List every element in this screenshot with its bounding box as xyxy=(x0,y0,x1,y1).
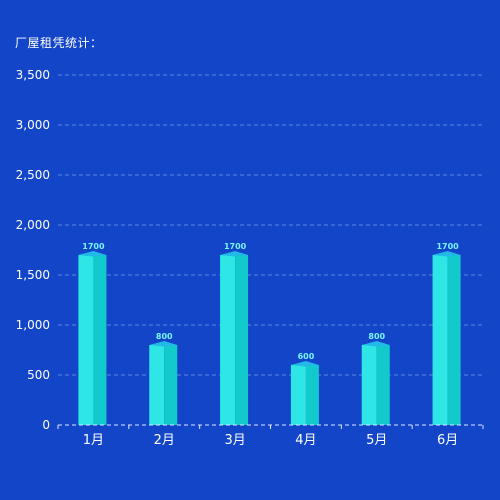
bar-front-face xyxy=(149,345,165,425)
bar xyxy=(78,251,107,425)
bar xyxy=(149,341,178,425)
y-tick-label: 1,500 xyxy=(16,268,50,282)
chart-title: 厂屋租凭统计： xyxy=(15,36,103,50)
data-label: 600 xyxy=(298,352,315,361)
x-tick-label: 2月 xyxy=(154,433,175,448)
bar-side-face xyxy=(235,255,249,425)
data-label: 1700 xyxy=(436,242,459,251)
x-tick-label: 1月 xyxy=(83,433,104,448)
bar-front-face xyxy=(220,255,236,425)
bar-top-cap xyxy=(361,341,390,347)
y-tick-label: 0 xyxy=(42,418,50,432)
bar-top-cap xyxy=(220,251,249,257)
bar-front-face xyxy=(78,255,94,425)
y-tick-label: 3,500 xyxy=(16,68,50,82)
data-labels: 1700 800 1700 600 800 1700 xyxy=(82,242,459,361)
y-axis: 0 500 1,000 1,500 2,000 2,500 3,000 3,500 xyxy=(16,68,50,432)
y-tick-label: 3,000 xyxy=(16,118,50,132)
bar xyxy=(361,341,390,425)
bar xyxy=(220,251,249,425)
x-axis: 1月 2月 3月 4月 5月 6月 xyxy=(57,424,484,448)
bar-side-face xyxy=(376,345,390,425)
bar xyxy=(432,251,461,425)
x-tick-label: 4月 xyxy=(295,433,316,448)
y-tick-label: 2,500 xyxy=(16,168,50,182)
bar-top-cap xyxy=(149,341,178,347)
bar-side-face xyxy=(447,255,461,425)
bar-side-face xyxy=(164,345,178,425)
data-label: 1700 xyxy=(82,242,105,251)
bar-top-cap xyxy=(432,251,461,257)
bar-side-face xyxy=(305,365,319,425)
y-tick-label: 1,000 xyxy=(16,318,50,332)
data-label: 800 xyxy=(368,332,385,341)
x-tick-label: 5月 xyxy=(366,433,387,448)
data-label: 1700 xyxy=(224,242,247,251)
bar-front-face xyxy=(290,365,306,425)
y-tick-label: 2,000 xyxy=(16,218,50,232)
bar-top-cap xyxy=(290,361,319,367)
bar-front-face xyxy=(432,255,448,425)
x-tick-label: 6月 xyxy=(437,433,458,448)
bar-side-face xyxy=(93,255,107,425)
grid-layer xyxy=(58,74,483,376)
bar-front-face xyxy=(361,345,377,425)
bars xyxy=(78,251,461,425)
data-label: 800 xyxy=(156,332,173,341)
bar-top-cap xyxy=(78,251,107,257)
x-tick-label: 3月 xyxy=(224,433,245,448)
bar xyxy=(290,361,319,425)
y-tick-label: 500 xyxy=(27,368,50,382)
